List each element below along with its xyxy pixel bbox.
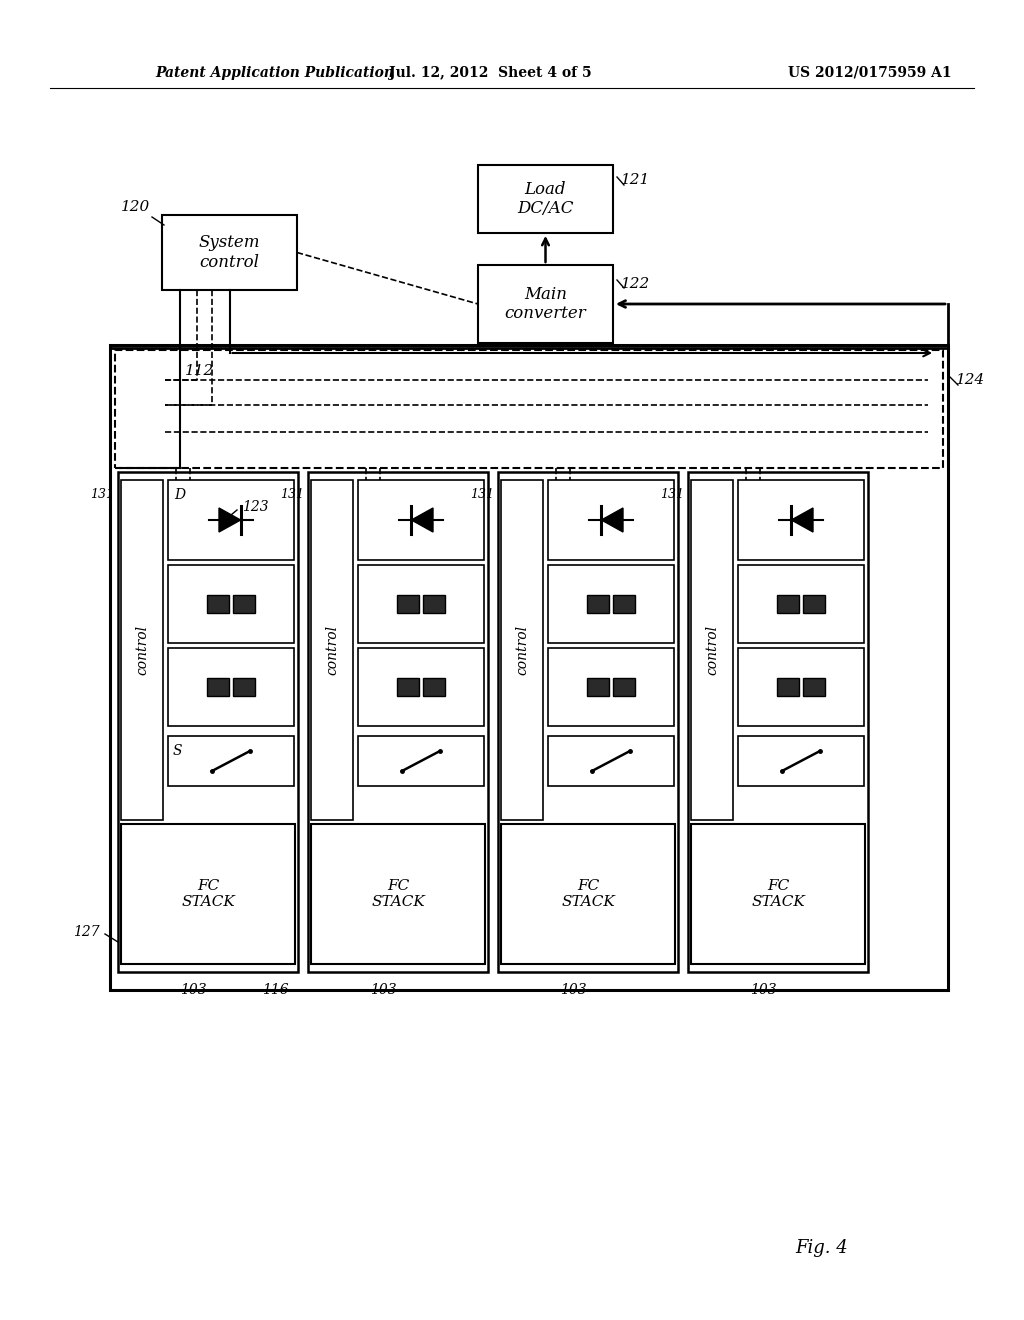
Bar	[691, 824, 865, 964]
Bar	[423, 595, 445, 612]
Text: control: control	[515, 624, 529, 675]
Polygon shape	[601, 508, 623, 532]
Bar	[738, 648, 864, 726]
Text: Load
DC/AC: Load DC/AC	[517, 181, 573, 218]
Bar	[548, 737, 674, 785]
Bar	[548, 480, 674, 560]
Text: S: S	[173, 744, 182, 758]
Text: 120: 120	[121, 201, 150, 214]
Bar	[233, 595, 255, 612]
Bar	[548, 648, 674, 726]
Bar	[358, 648, 484, 726]
Bar	[613, 595, 635, 612]
Text: 103: 103	[370, 983, 396, 997]
Text: 112: 112	[185, 364, 214, 378]
Text: Main
converter: Main converter	[505, 285, 587, 322]
Text: FC
STACK: FC STACK	[561, 879, 614, 909]
Text: 121: 121	[621, 173, 650, 187]
Text: System
control: System control	[199, 234, 260, 271]
Bar	[358, 565, 484, 643]
Bar	[501, 824, 675, 964]
Bar	[397, 678, 419, 696]
Bar	[168, 480, 294, 560]
Text: US 2012/0175959 A1: US 2012/0175959 A1	[788, 66, 952, 81]
Bar	[777, 678, 799, 696]
Text: 131: 131	[280, 487, 304, 500]
Bar	[803, 678, 825, 696]
Bar	[162, 215, 297, 290]
Text: 127: 127	[74, 925, 100, 939]
Text: 103: 103	[750, 983, 776, 997]
Text: 131: 131	[90, 487, 114, 500]
Text: FC
STACK: FC STACK	[752, 879, 805, 909]
Bar	[115, 350, 943, 469]
Text: D: D	[174, 488, 185, 502]
Bar	[478, 265, 613, 343]
Bar	[548, 565, 674, 643]
Text: 123: 123	[242, 500, 268, 513]
Text: 131: 131	[470, 487, 494, 500]
Bar	[478, 165, 613, 234]
Bar	[501, 480, 543, 820]
Bar	[311, 824, 485, 964]
Bar	[738, 565, 864, 643]
Bar	[207, 595, 229, 612]
Bar	[308, 473, 488, 972]
Polygon shape	[219, 508, 241, 532]
Bar	[587, 678, 609, 696]
Polygon shape	[792, 508, 813, 532]
Text: Patent Application Publication: Patent Application Publication	[155, 66, 394, 81]
Bar	[423, 678, 445, 696]
Bar	[121, 824, 295, 964]
Bar	[738, 737, 864, 785]
Bar	[168, 565, 294, 643]
Bar	[498, 473, 678, 972]
Bar	[777, 595, 799, 612]
Bar	[207, 678, 229, 696]
Text: 122: 122	[621, 277, 650, 290]
Bar	[613, 678, 635, 696]
Bar	[358, 480, 484, 560]
Bar	[803, 595, 825, 612]
Bar	[587, 595, 609, 612]
Bar	[397, 595, 419, 612]
Polygon shape	[412, 508, 433, 532]
Text: control: control	[135, 624, 150, 675]
Text: 103: 103	[560, 983, 587, 997]
Bar	[168, 737, 294, 785]
Text: control: control	[325, 624, 339, 675]
Bar	[688, 473, 868, 972]
Text: Fig. 4: Fig. 4	[795, 1239, 848, 1257]
Text: 124: 124	[956, 374, 985, 387]
Bar	[691, 480, 733, 820]
Text: FC
STACK: FC STACK	[181, 879, 234, 909]
Text: 131: 131	[660, 487, 684, 500]
Text: Jul. 12, 2012  Sheet 4 of 5: Jul. 12, 2012 Sheet 4 of 5	[389, 66, 591, 81]
Bar	[118, 473, 298, 972]
Bar	[358, 737, 484, 785]
Bar	[110, 345, 948, 990]
Text: FC
STACK: FC STACK	[371, 879, 425, 909]
Bar	[121, 480, 163, 820]
Bar	[168, 648, 294, 726]
Text: 116: 116	[262, 983, 289, 997]
Text: 103: 103	[179, 983, 206, 997]
Text: control: control	[705, 624, 719, 675]
Bar	[233, 678, 255, 696]
Bar	[311, 480, 353, 820]
Bar	[738, 480, 864, 560]
